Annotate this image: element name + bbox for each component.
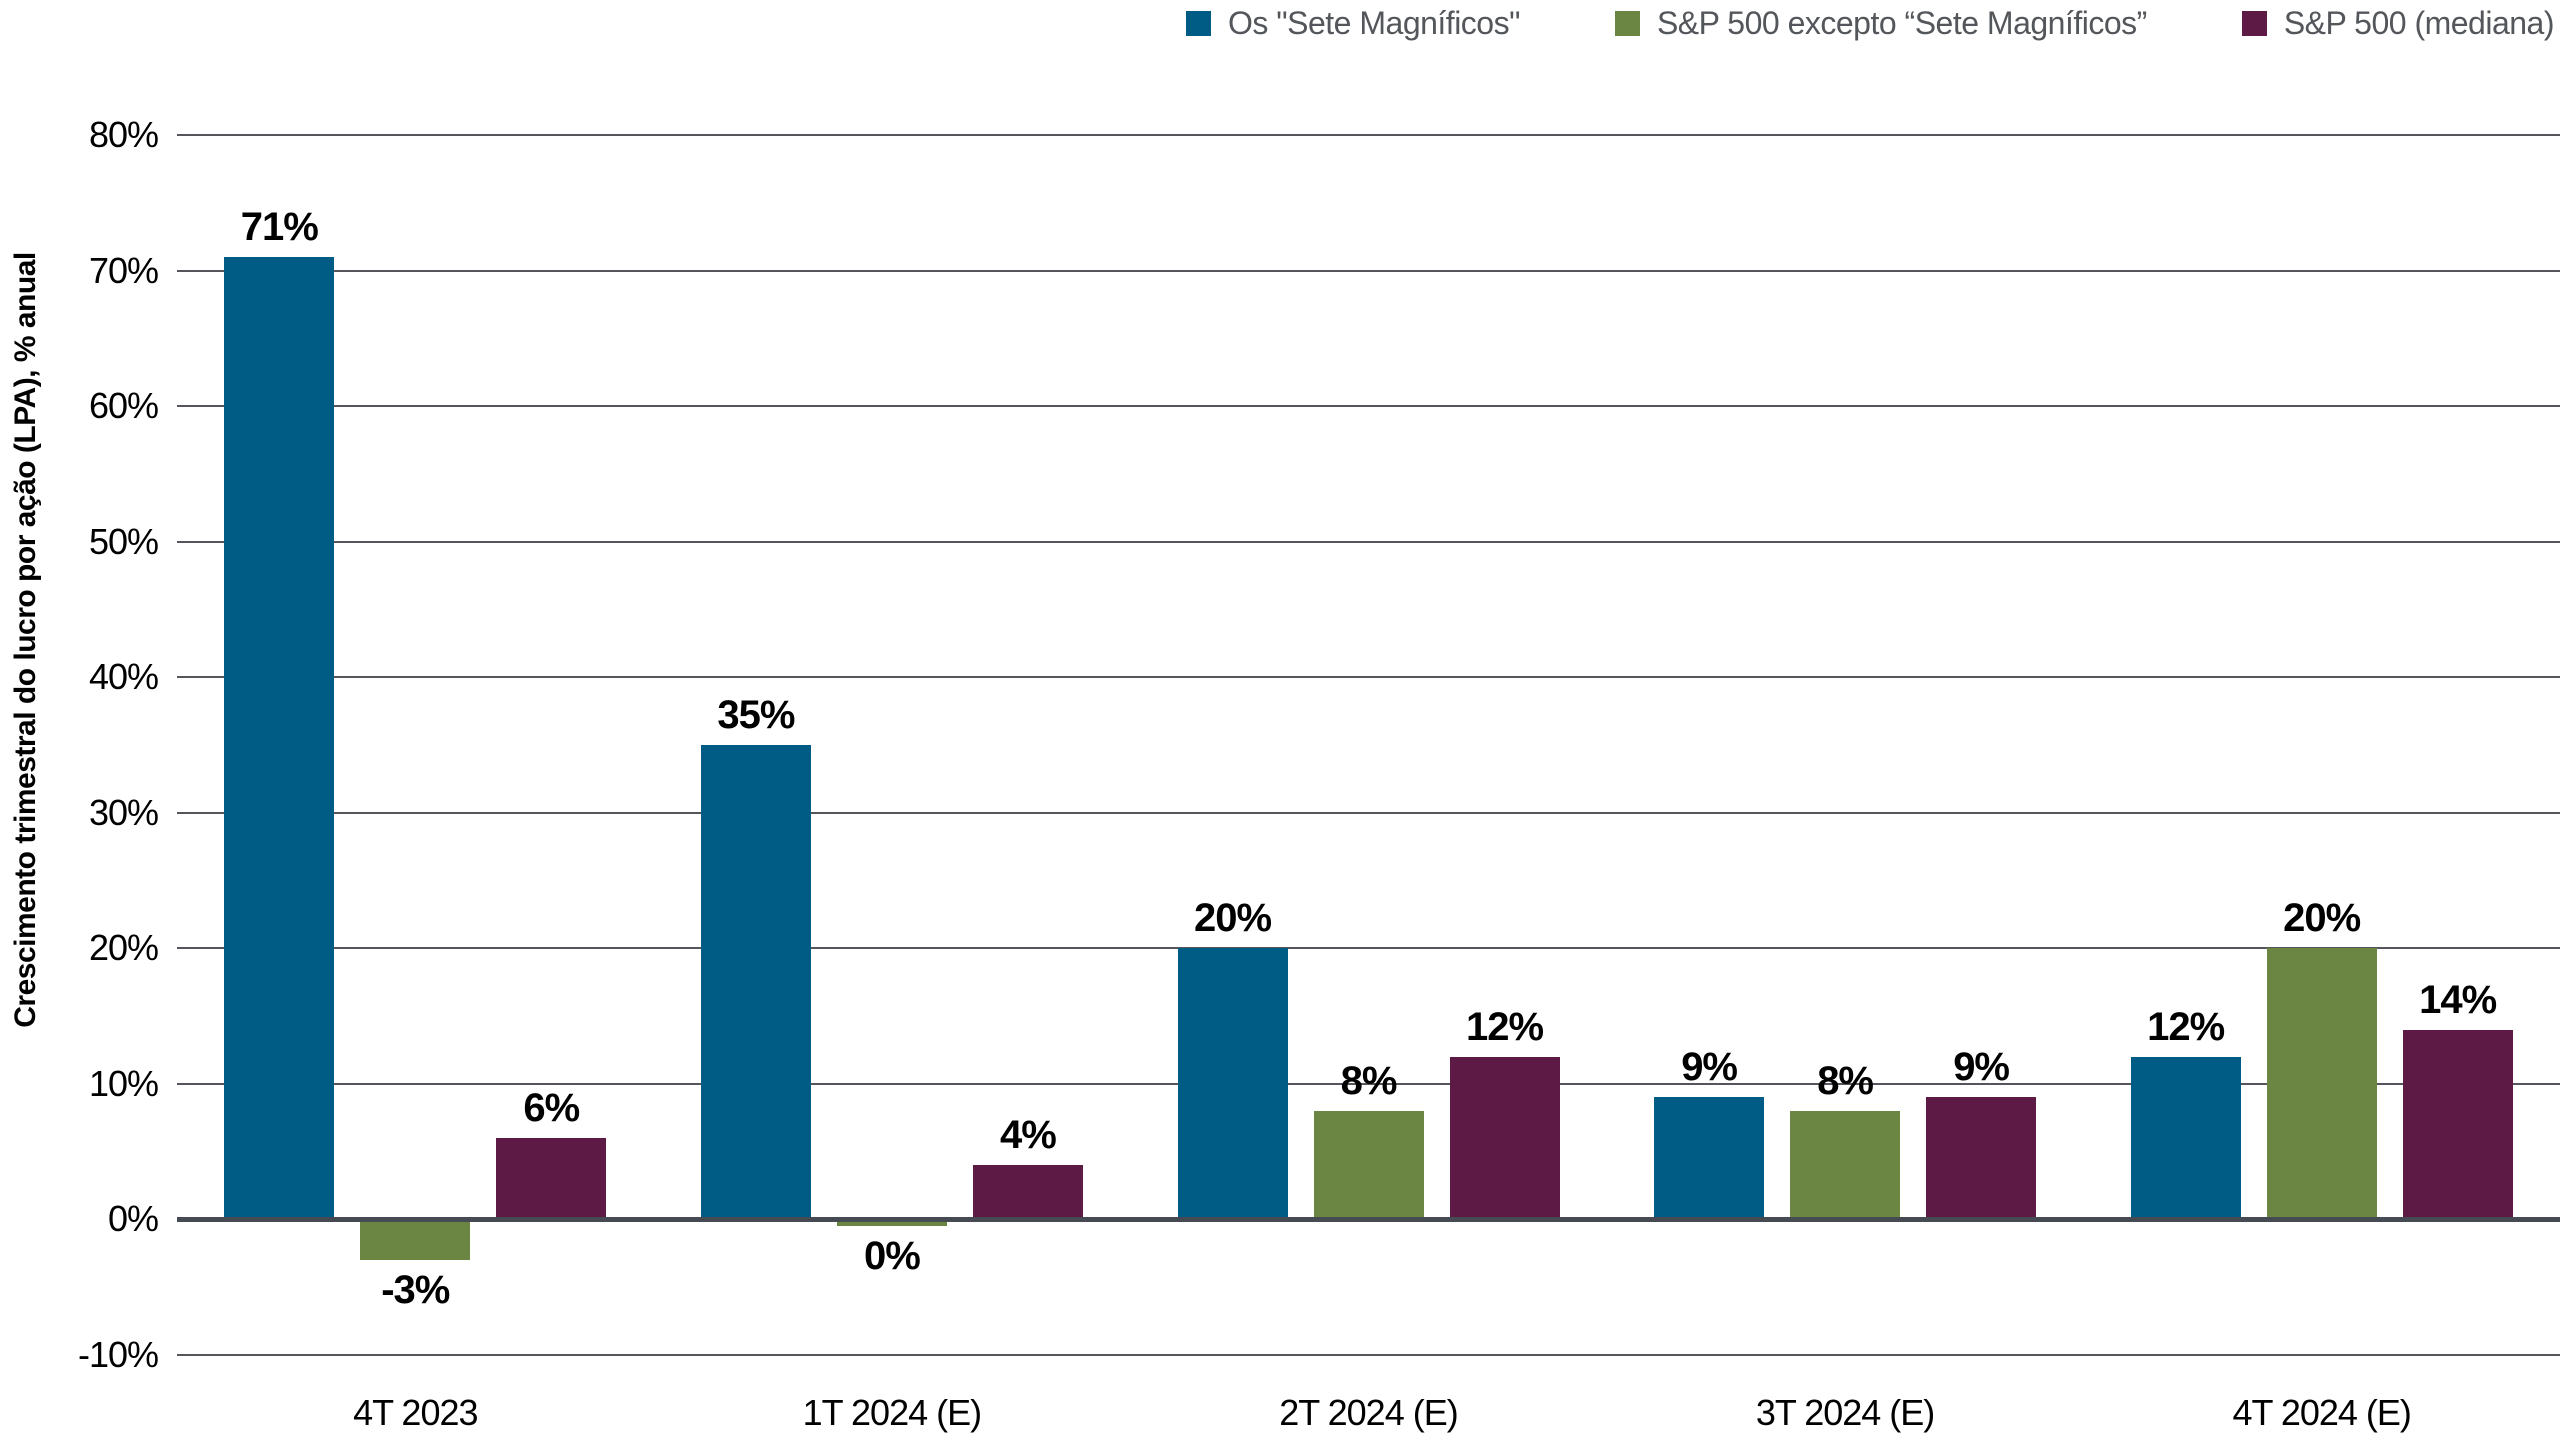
x-axis-label: 4T 2023 [353, 1392, 478, 1433]
bar-series1-4T 2024 (E) [2130, 1056, 2241, 1220]
legend-label-sp500-mediana: S&P 500 (mediana) [2283, 4, 2555, 41]
gridline-10% [177, 1082, 2560, 1085]
y-tick-label: 60% [88, 385, 159, 427]
value-label: 0% [863, 1234, 921, 1279]
y-tick-label: 0% [107, 1198, 159, 1240]
gridline-30% [177, 811, 2560, 814]
value-label: 8% [1817, 1059, 1874, 1103]
value-label: -3% [381, 1268, 450, 1313]
y-tick-label: 70% [88, 249, 159, 291]
x-axis-label: 2T 2024 (E) [1279, 1392, 1458, 1433]
y-tick-label: 10% [88, 1062, 159, 1104]
legend-label-sp500-excepto: S&P 500 excepto “Sete Magníficos” [1656, 4, 2147, 41]
bar-series3-1T 2024 (E) [972, 1165, 1083, 1220]
legend: Os "Sete Magníficos" S&P 500 excepto “Se… [1186, 0, 2555, 46]
x-axis-label: 1T 2024 (E) [802, 1392, 982, 1433]
bar-series2-4T 2024 (E) [2266, 948, 2377, 1220]
value-label: 6% [523, 1086, 580, 1131]
y-tick-label: 30% [88, 791, 159, 833]
y-tick-label: 80% [88, 114, 159, 155]
y-tick-label: 50% [88, 520, 159, 562]
y-tick-label: -10% [77, 1334, 159, 1375]
bar-series2-2T 2024 (E) [1313, 1111, 1424, 1220]
value-label: 71% [240, 205, 319, 249]
x-axis-label: 4T 2024 (E) [2232, 1392, 2411, 1433]
value-label: 9% [1681, 1045, 1738, 1090]
value-label: 14% [2419, 977, 2497, 1022]
zero-axis-line [177, 1216, 2560, 1222]
bar-series1-3T 2024 (E) [1654, 1097, 1765, 1220]
gridline-50% [177, 540, 2560, 543]
y-tick-label: 40% [88, 656, 159, 698]
bar-series3-4T 2024 (E) [2402, 1029, 2513, 1220]
bar-series2-3T 2024 (E) [1790, 1111, 1901, 1220]
legend-swatch-sp500-excepto-icon [1614, 10, 1640, 36]
bar-series3-3T 2024 (E) [1926, 1097, 2037, 1220]
gridline-70% [177, 269, 2560, 272]
x-axis-label: 3T 2024 (E) [1755, 1392, 1935, 1433]
bar-series1-2T 2024 (E) [1177, 948, 1288, 1220]
value-label: 9% [1953, 1045, 2010, 1090]
legend-swatch-sp500-mediana-icon [2241, 10, 2267, 36]
bar-series3-2T 2024 (E) [1449, 1056, 1560, 1220]
legend-item-sp500-excepto: S&P 500 excepto “Sete Magníficos” [1614, 4, 2147, 42]
bar-series3-4T 2023 [496, 1138, 607, 1220]
value-label: 20% [1193, 896, 1272, 941]
gridline-20% [177, 947, 2560, 950]
bar-series2-4T 2023 [360, 1219, 471, 1261]
legend-item-sp500-mediana: S&P 500 (mediana) [2241, 4, 2555, 42]
value-label: 20% [2283, 896, 2361, 941]
legend-label-sete-magnificos: Os "Sete Magníficos" [1228, 4, 1520, 41]
gridline-40% [177, 676, 2560, 679]
bar-series1-1T 2024 (E) [700, 745, 811, 1220]
bar-series1-4T 2023 [224, 257, 335, 1220]
value-label: 12% [2147, 1004, 2225, 1049]
value-label: 12% [1465, 1004, 1544, 1049]
gridline-60% [177, 405, 2560, 408]
gridline--10% [177, 1354, 2560, 1356]
legend-item-sete-magnificos: Os "Sete Magníficos" [1186, 5, 1520, 42]
value-label: 8% [1340, 1059, 1398, 1103]
y-tick-label: 20% [88, 927, 159, 969]
legend-swatch-sete-magnificos-icon [1186, 10, 1211, 36]
value-label: 35% [717, 693, 795, 737]
gridline-80% [177, 134, 2560, 136]
value-label: 4% [999, 1113, 1057, 1158]
bar-series2-1T 2024 (E) [836, 1219, 947, 1227]
